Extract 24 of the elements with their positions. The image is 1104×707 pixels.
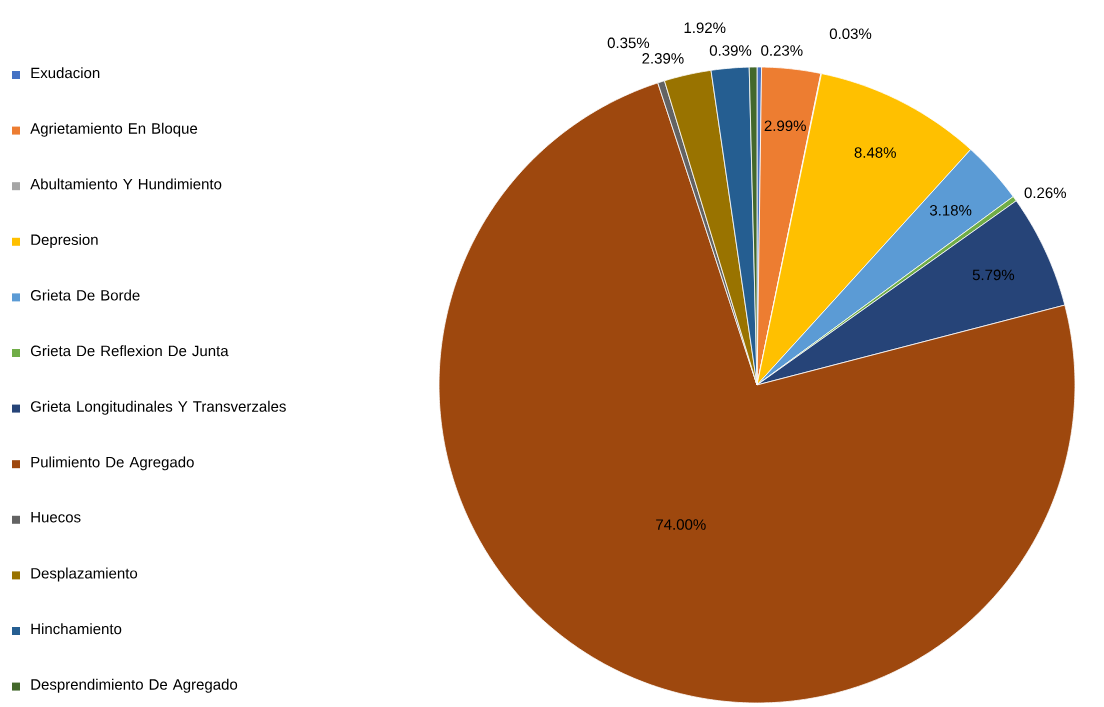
legend-label: Hinchamiento	[31, 623, 122, 635]
data-label: 0.03%	[829, 28, 872, 40]
data-label: 1.92%	[684, 22, 726, 34]
legend-label: Exudacion	[31, 67, 100, 79]
data-label: 0.26%	[1024, 187, 1067, 199]
data-label: 8.48%	[854, 147, 896, 158]
data-label: 5.79%	[972, 269, 1015, 281]
data-label: 3.18%	[929, 205, 972, 216]
data-label: 2.39%	[642, 53, 684, 64]
data-label: 0.23%	[761, 45, 803, 56]
legend-label: Agrietamiento En Bloque	[30, 122, 198, 137]
legend-label: Pulimiento De Agregado	[31, 456, 194, 471]
data-label: 0.35%	[607, 37, 650, 49]
data-label: 2.99%	[764, 120, 806, 132]
legend-label: Huecos	[31, 511, 81, 523]
data-label: 0.39%	[709, 45, 752, 56]
legend-label: Grieta Longitudinales Y Transverzales	[30, 400, 286, 415]
data-label: 74.00%	[656, 519, 706, 530]
legend-label: Desplazamiento	[31, 567, 138, 582]
legend-label: Abultamiento Y Hundimiento	[30, 178, 222, 190]
legend-label: Desprendimiento De Agregado	[31, 678, 238, 693]
legend-label: Grieta De Borde	[30, 289, 140, 301]
legend-label: Depresion	[31, 233, 98, 248]
legend-label: Grieta De Reflexion De Junta	[30, 345, 229, 357]
